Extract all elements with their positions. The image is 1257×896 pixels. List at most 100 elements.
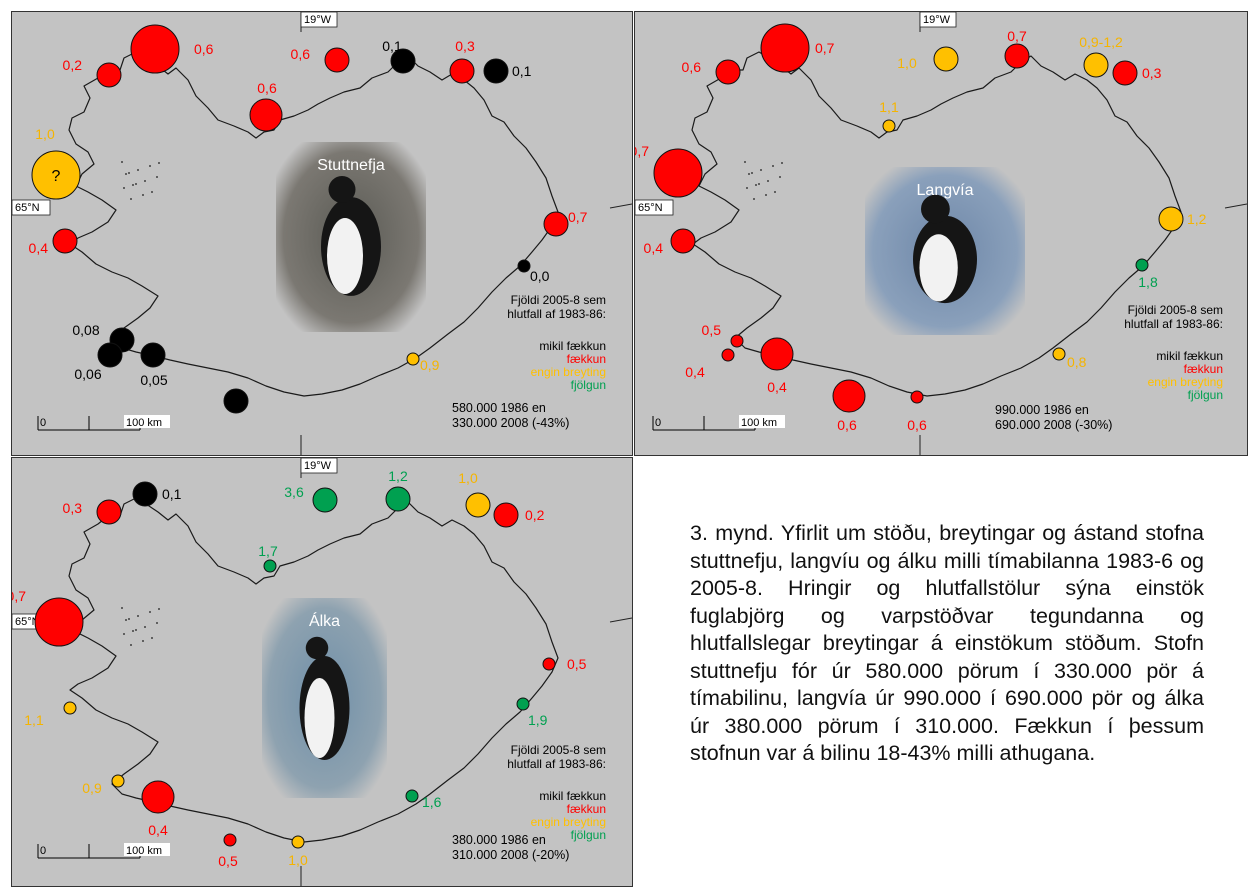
site-marker: [390, 48, 416, 74]
site-value-label: 1,0: [458, 470, 478, 486]
site-marker: [653, 148, 703, 198]
site-value-label: 0,8: [1067, 354, 1087, 370]
meridian-label-box: [300, 12, 338, 28]
islet: [781, 162, 783, 164]
site-marker: [312, 487, 338, 513]
map-panel-stuttnefja: 19°W 65°N Stuttnefja 0,6 0,2 0,6 0,1 0,3 0,1 0,6?…: [11, 11, 633, 456]
map-alka: 19°W 65°N Álka 0,3 0,1 3,6 1,2 1,0 0,2 1,7 0,7 1,1 0…: [12, 458, 632, 886]
legend-item: engin breyting: [1148, 375, 1223, 389]
site-value-label: 0,6: [291, 46, 311, 62]
islet: [144, 626, 146, 628]
islet: [151, 191, 153, 193]
bird-head-icon: [328, 176, 356, 203]
site-value-label: 0,3: [455, 38, 475, 54]
map-stuttnefja: 19°W 65°N Stuttnefja 0,6 0,2 0,6 0,1 0,3 0,1 0,6?…: [12, 12, 632, 455]
islet: [128, 618, 130, 620]
site-value-label: 0,7: [635, 143, 649, 159]
meridian-label: 19°W: [923, 14, 951, 26]
legend-title: Fjöldi 2005-8 sem: [511, 293, 606, 307]
legend-item: engin breyting: [531, 365, 606, 379]
site-value-label: 1,7: [258, 543, 278, 559]
site-marker: [405, 789, 419, 803]
scale-zero: 0: [40, 845, 46, 857]
population-total: 330.000 2008 (-43%): [452, 416, 569, 430]
islet: [151, 637, 153, 639]
site-value-label: 0,5: [702, 322, 722, 338]
site-value-label: 1,0: [35, 126, 55, 142]
islet: [135, 183, 137, 185]
site-value-label: 0,9-1,2: [1079, 34, 1123, 50]
site-value-label: 1,1: [879, 99, 899, 115]
islet: [130, 644, 132, 646]
site-marker: [721, 348, 735, 362]
site-marker: [493, 502, 519, 528]
islet: [746, 187, 748, 189]
meridian-label: 19°W: [304, 460, 332, 472]
site-marker: [933, 46, 959, 72]
site-value-label: 1,2: [1187, 211, 1207, 227]
scale-zero: 0: [40, 417, 46, 429]
islet: [149, 165, 151, 167]
site-marker: [52, 228, 78, 254]
site-marker: [63, 701, 77, 715]
site-marker: [140, 342, 166, 368]
site-marker: [223, 833, 237, 847]
site-value-label: 0,1: [382, 38, 402, 54]
site-marker: [97, 342, 123, 368]
bird-belly-icon: [304, 678, 335, 758]
site-value-label: 0,3: [63, 500, 83, 516]
islet: [137, 615, 139, 617]
bird-head-icon: [305, 636, 329, 660]
site-marker: [465, 492, 491, 518]
bird-belly-icon: [327, 218, 363, 294]
islet: [142, 640, 144, 642]
scale-zero: 0: [655, 417, 661, 429]
legend-item: mikil fækkun: [539, 339, 606, 353]
parallel-label: 65°N: [15, 616, 40, 628]
islet: [156, 176, 158, 178]
meridian-label: 19°W: [304, 14, 332, 26]
legend-item: fækkun: [567, 352, 606, 366]
parallel-tick: [609, 203, 632, 209]
islet: [135, 629, 137, 631]
legend-item: fækkun: [1184, 362, 1223, 376]
site-value-label: 1,0: [288, 852, 308, 868]
species-title: Stuttnefja: [317, 157, 385, 174]
legend-item: engin breyting: [531, 815, 606, 829]
islet: [132, 630, 134, 632]
site-marker: [483, 58, 509, 84]
site-marker: [34, 597, 84, 647]
site-value-label: 0,6: [257, 80, 277, 96]
population-total: 580.000 1986 en: [452, 401, 546, 415]
coastline: [68, 497, 559, 843]
site-marker: [141, 780, 175, 814]
site-value-label: 0,7: [12, 588, 26, 604]
scale-label: 100 km: [126, 845, 162, 857]
map-langvia-layer: 19°W 65°N Langvía 0,7 0,6 1,0 0,7 0,9-1,2 0,3 1,1…: [635, 12, 1247, 455]
site-marker: [1004, 43, 1030, 69]
site-marker: [882, 119, 896, 133]
site-value-label: 0,5: [567, 656, 587, 672]
islet: [142, 194, 144, 196]
site-marker: [670, 228, 696, 254]
islet: [760, 169, 762, 171]
parallel-tick: [609, 617, 632, 623]
islet: [156, 622, 158, 624]
site-value-label: 0,7: [568, 209, 588, 225]
site-value-label: 0,4: [685, 364, 705, 380]
site-marker: [223, 388, 249, 414]
site-value-label: 0,7: [1007, 28, 1027, 44]
site-value-label: 0,4: [767, 379, 787, 395]
population-total: 380.000 1986 en: [452, 833, 546, 847]
site-value-label: 0,7: [815, 40, 835, 56]
figure-caption: 3. mynd. Yfirlit um stöðu, breytingar og…: [690, 521, 1204, 765]
site-value-label: 0,6: [907, 417, 927, 433]
site-marker: [96, 499, 122, 525]
islet: [767, 180, 769, 182]
islet: [130, 198, 132, 200]
parallel-label-box: [12, 199, 51, 216]
scale-label-box: [124, 843, 170, 856]
site-value-label: 1,2: [388, 468, 408, 484]
scale-label: 100 km: [126, 417, 162, 429]
legend-title: hlutfall af 1983-86:: [1124, 317, 1223, 331]
